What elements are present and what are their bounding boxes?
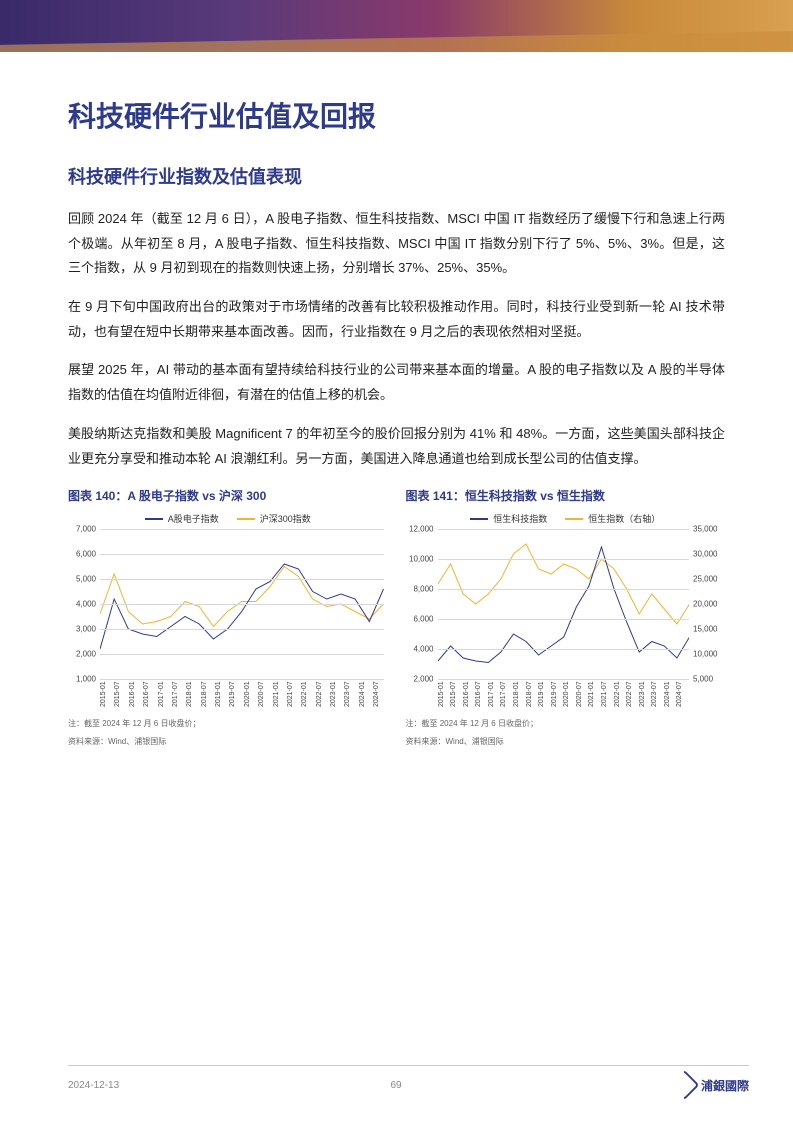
charts-row: 图表 140：A 股电子指数 vs 沪深 300 A股电子指数 沪深300指数 … (68, 487, 725, 748)
legend-item: 沪深300指数 (237, 512, 311, 525)
chart-141-note1: 注：截至 2024 年 12 月 6 日收盘价； (406, 718, 726, 730)
chart-140-note1: 注：截至 2024 年 12 月 6 日收盘价； (68, 718, 388, 730)
legend-label: 恒生科技指数 (493, 512, 547, 525)
paragraph-3: 展望 2025 年，AI 带动的基本面有望持续给科技行业的公司带来基本面的增量。… (68, 358, 725, 407)
paragraph-2: 在 9 月下旬中国政府出台的政策对于市场情绪的改善有比较积极推动作用。同时，科技… (68, 295, 725, 344)
footer-logo-text: 浦銀國際 (701, 1077, 749, 1094)
paragraph-1: 回顾 2024 年（截至 12 月 6 日），A 股电子指数、恒生科技指数、MS… (68, 207, 725, 281)
logo-icon (668, 1069, 699, 1100)
footer-page: 69 (391, 1080, 402, 1091)
chart-141-svg (438, 529, 690, 679)
chart-140-legend: A股电子指数 沪深300指数 (68, 512, 388, 525)
chart-140-title: 图表 140：A 股电子指数 vs 沪深 300 (68, 487, 388, 504)
chart-141-title: 图表 141：恒生科技指数 vs 恒生指数 (406, 487, 726, 504)
page-title-h2: 科技硬件行业指数及估值表现 (68, 163, 725, 189)
header-band (0, 0, 793, 52)
footer-date: 2024-12-13 (68, 1080, 119, 1091)
page-footer: 2024-12-13 69 浦銀國際 (68, 1065, 749, 1096)
paragraph-4: 美股纳斯达克指数和美股 Magnificent 7 的年初至今的股价回报分别为 … (68, 422, 725, 471)
chart-141-plot: 2,0004,0006,0008,00010,00012,0005,00010,… (438, 529, 690, 679)
legend-item: 恒生科技指数 (470, 512, 547, 525)
legend-label: A股电子指数 (168, 512, 219, 525)
chart-140-box: A股电子指数 沪深300指数 1,0002,0003,0004,0005,000… (68, 512, 388, 712)
chart-141: 图表 141：恒生科技指数 vs 恒生指数 恒生科技指数 恒生指数（右轴） 2,… (406, 487, 726, 748)
chart-140-plot: 1,0002,0003,0004,0005,0006,0007,000 (100, 529, 384, 679)
footer-logo: 浦銀國際 (673, 1074, 749, 1096)
chart-140-note2: 资料来源：Wind、浦银国际 (68, 736, 388, 748)
content-area: 科技硬件行业估值及回报 科技硬件行业指数及估值表现 回顾 2024 年（截至 1… (68, 95, 725, 748)
chart-140-xlabels: 2015-012015-072016-012016-072017-012017-… (100, 681, 388, 717)
legend-label: 恒生指数（右轴） (588, 512, 660, 525)
legend-swatch (565, 518, 583, 520)
legend-item: A股电子指数 (145, 512, 219, 525)
legend-swatch (470, 518, 488, 520)
chart-140: 图表 140：A 股电子指数 vs 沪深 300 A股电子指数 沪深300指数 … (68, 487, 388, 748)
chart-141-xlabels: 2015-012015-072016-012016-072017-012017-… (438, 681, 690, 717)
legend-swatch (145, 518, 163, 520)
page-title-h1: 科技硬件行业估值及回报 (68, 95, 725, 135)
legend-label: 沪深300指数 (260, 512, 311, 525)
legend-swatch (237, 518, 255, 520)
legend-item: 恒生指数（右轴） (565, 512, 660, 525)
chart-141-legend: 恒生科技指数 恒生指数（右轴） (406, 512, 726, 525)
chart-141-box: 恒生科技指数 恒生指数（右轴） 2,0004,0006,0008,00010,0… (406, 512, 726, 712)
chart-141-note2: 资料来源：Wind、浦银国际 (406, 736, 726, 748)
